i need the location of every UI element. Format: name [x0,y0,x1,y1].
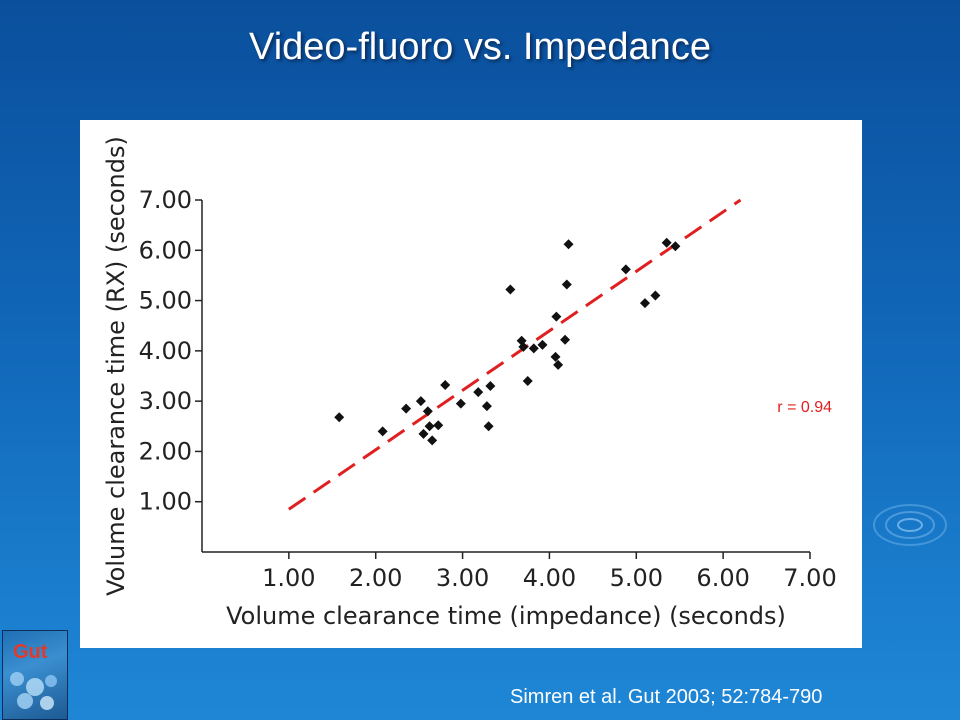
data-point [473,387,484,398]
data-point [537,339,548,350]
axis-labels: 1.00 2.00 3.00 4.00 5.00 6.00 7.00 1.00 2.00 3.00… [102,136,837,630]
data-point [639,298,650,309]
scatter-chart: 1.00 2.00 3.00 4.00 5.00 6.00 7.00 1.00 2.00 3.00… [102,136,837,630]
x-tick-label: 6.00 [696,564,749,592]
data-point [518,341,529,352]
correlation-annotation: r = 0.94 [777,399,832,416]
data-point [415,396,426,407]
data-point [433,420,444,431]
y-tick-label: 2.00 [139,437,192,465]
data-point [427,435,438,446]
data-point [483,421,494,432]
data-point [670,241,681,252]
data-point [561,279,572,290]
regression-line [288,198,742,511]
data-point [440,380,451,391]
data-point [485,381,496,392]
x-tick-label: 4.00 [523,564,576,592]
data-point [553,359,564,370]
x-tick-label: 3.00 [436,564,489,592]
data-point [563,239,574,250]
data-point [560,334,571,345]
data-point [377,426,388,437]
data-point [418,428,429,439]
y-tick-label: 7.00 [139,186,192,214]
data-point [424,421,435,432]
data-point [528,343,539,354]
data-point [620,264,631,275]
ripple-decoration-icon [873,504,947,546]
data-point [551,311,562,322]
x-tick-label: 7.00 [783,564,836,592]
data-point [334,412,345,423]
x-axis-label: Volume clearance time (impedance) (secon… [226,602,786,630]
data-point [455,398,466,409]
data-point [401,403,412,414]
y-tick-label: 5.00 [139,287,192,315]
scatter-chart-panel: 1.00 2.00 3.00 4.00 5.00 6.00 7.00 1.00 2.00 3.00… [80,120,862,648]
data-point [481,401,492,412]
y-axis-label: Volume clearance time (RX) (seconds) [102,136,130,596]
fit-line-layer [288,198,742,511]
journal-logo: Gut [13,641,48,663]
y-tick-label: 1.00 [139,488,192,516]
slide-title: Video-fluoro vs. Impedance [249,26,711,68]
axes [195,199,811,559]
x-tick-label: 1.00 [262,564,315,592]
citation-text: Simren et al. Gut 2003; 52:784-790 [510,686,823,708]
data-points [334,237,681,446]
data-point [422,406,433,417]
data-point [550,351,561,362]
data-point [505,284,516,295]
y-tick-label: 4.00 [139,337,192,365]
journal-cover-thumbnail: Gut [2,630,68,720]
y-tick-label: 3.00 [139,387,192,415]
data-point [661,237,672,248]
data-point [650,290,661,301]
cover-image [10,672,57,710]
data-point [522,376,533,387]
x-tick-label: 2.00 [349,564,402,592]
x-tick-label: 5.00 [610,564,663,592]
y-tick-label: 6.00 [139,236,192,264]
